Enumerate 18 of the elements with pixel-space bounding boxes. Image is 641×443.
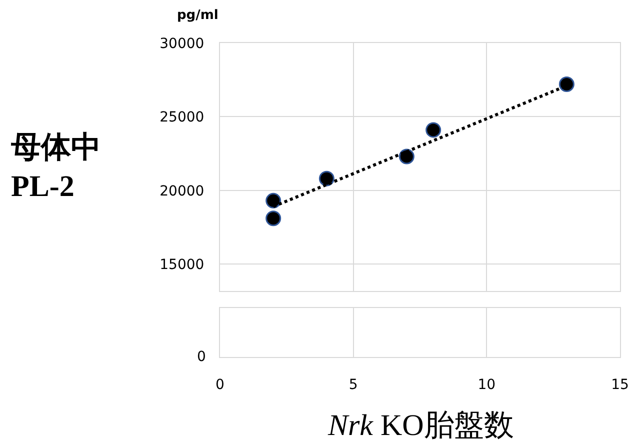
y-tick-label: 15000 [160, 256, 204, 273]
y-tick-label: 20000 [160, 183, 204, 200]
y-tick-label: 25000 [160, 110, 204, 126]
point [266, 192, 282, 208]
x-tick-label: 5 [348, 376, 358, 393]
x-axis-title: Nrk KO胎盤数 [327, 409, 514, 442]
x-tick-label: 15 [611, 376, 629, 393]
point [558, 76, 574, 92]
point [318, 170, 334, 186]
y-tick-label: 30000 [160, 36, 204, 52]
point [426, 122, 442, 138]
x-tick-label: 10 [478, 376, 496, 393]
point [266, 210, 282, 226]
x-tick-label: 0 [216, 376, 224, 393]
text: 0 [197, 349, 206, 365]
y-axis-title: 母体中 PL-2 [10, 131, 101, 203]
point [398, 148, 414, 164]
text: pg/ml [177, 8, 218, 23]
